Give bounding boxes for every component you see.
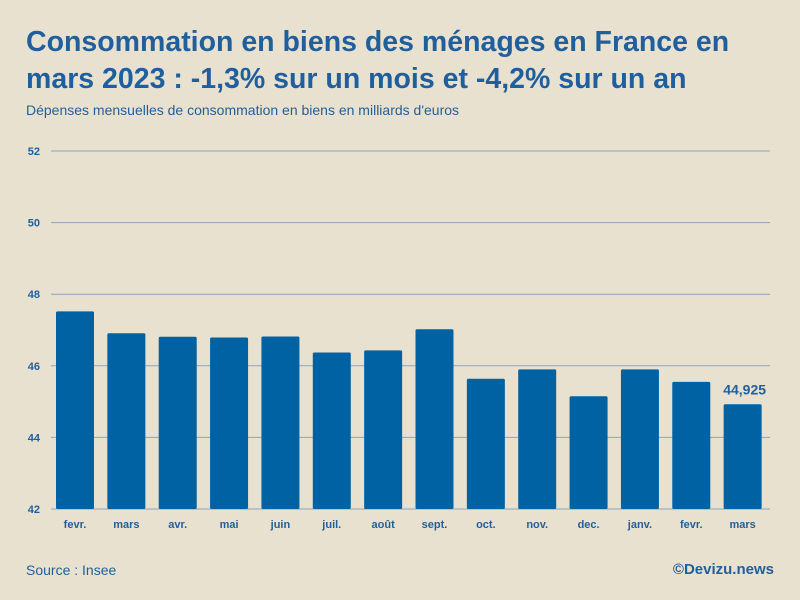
data-label: 44,925 — [723, 381, 766, 397]
bar — [56, 311, 94, 509]
bar — [518, 369, 557, 509]
bar — [210, 337, 249, 509]
bar — [415, 329, 454, 509]
bar — [672, 381, 711, 509]
x-tick-label: mars — [113, 519, 139, 531]
bar — [466, 378, 505, 509]
x-tick-label: août — [372, 519, 396, 531]
x-tick-label: mai — [220, 519, 239, 531]
credit-link[interactable]: ©Devizu.news — [672, 561, 774, 578]
bar — [312, 352, 351, 509]
source-note: Source : Insee — [26, 562, 117, 578]
chart-subtitle: Dépenses mensuelles de consommation en b… — [26, 102, 460, 118]
bar — [620, 369, 659, 509]
x-tick-label: dec. — [578, 519, 600, 531]
x-tick-label: mars — [729, 519, 755, 531]
bar — [364, 350, 403, 509]
x-tick-label: nov. — [526, 519, 548, 531]
x-tick-label: juin — [270, 519, 291, 531]
x-tick-label: juil. — [321, 519, 341, 531]
bar — [261, 336, 300, 509]
y-tick-label: 46 — [28, 361, 40, 373]
bar — [158, 336, 197, 509]
chart-title: Consommation en biens des ménages en Fra… — [26, 26, 730, 95]
x-tick-label: sept. — [422, 519, 448, 531]
y-tick-label: 44 — [28, 432, 41, 444]
y-tick-label: 48 — [28, 289, 40, 301]
y-tick-label: 42 — [28, 504, 40, 516]
x-tick-label: fevr. — [64, 519, 87, 531]
x-tick-label: avr. — [168, 519, 187, 531]
y-tick-label: 52 — [28, 146, 40, 158]
bar — [107, 333, 146, 509]
bar — [569, 396, 608, 509]
x-tick-label: fevr. — [680, 519, 703, 531]
bar — [723, 404, 762, 509]
x-tick-label: oct. — [476, 519, 496, 531]
y-tick-label: 50 — [28, 218, 40, 230]
x-tick-label: janv. — [627, 519, 652, 531]
